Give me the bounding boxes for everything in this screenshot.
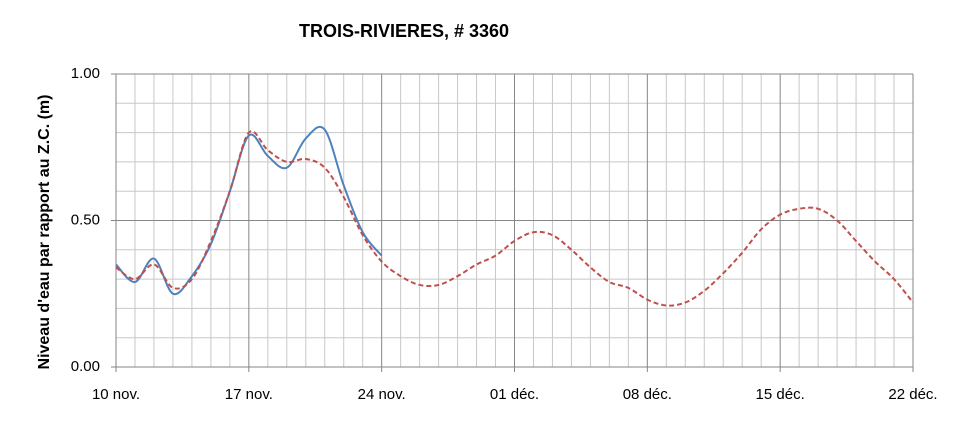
chart-title: TROIS-RIVIERES, # 3360 <box>299 21 509 41</box>
x-tick-label: 15 déc. <box>756 386 805 403</box>
x-tick-label: 22 déc. <box>888 386 937 403</box>
y-axis-label: Niveau d'eau par rapport au Z.C. (m) <box>36 95 53 370</box>
y-tick-label: 0.50 <box>71 211 100 228</box>
line-series <box>115 125 383 296</box>
x-tick-label: 17 nov. <box>225 386 273 403</box>
x-tick-label: 08 déc. <box>623 386 672 403</box>
x-tick-label: 10 nov. <box>92 386 140 403</box>
line-series <box>115 130 914 307</box>
x-tick-label: 01 déc. <box>490 386 539 403</box>
x-tick-label: 24 nov. <box>358 386 406 403</box>
y-tick-label: 1.00 <box>71 65 100 82</box>
y-tick-label: 0.00 <box>71 358 100 375</box>
